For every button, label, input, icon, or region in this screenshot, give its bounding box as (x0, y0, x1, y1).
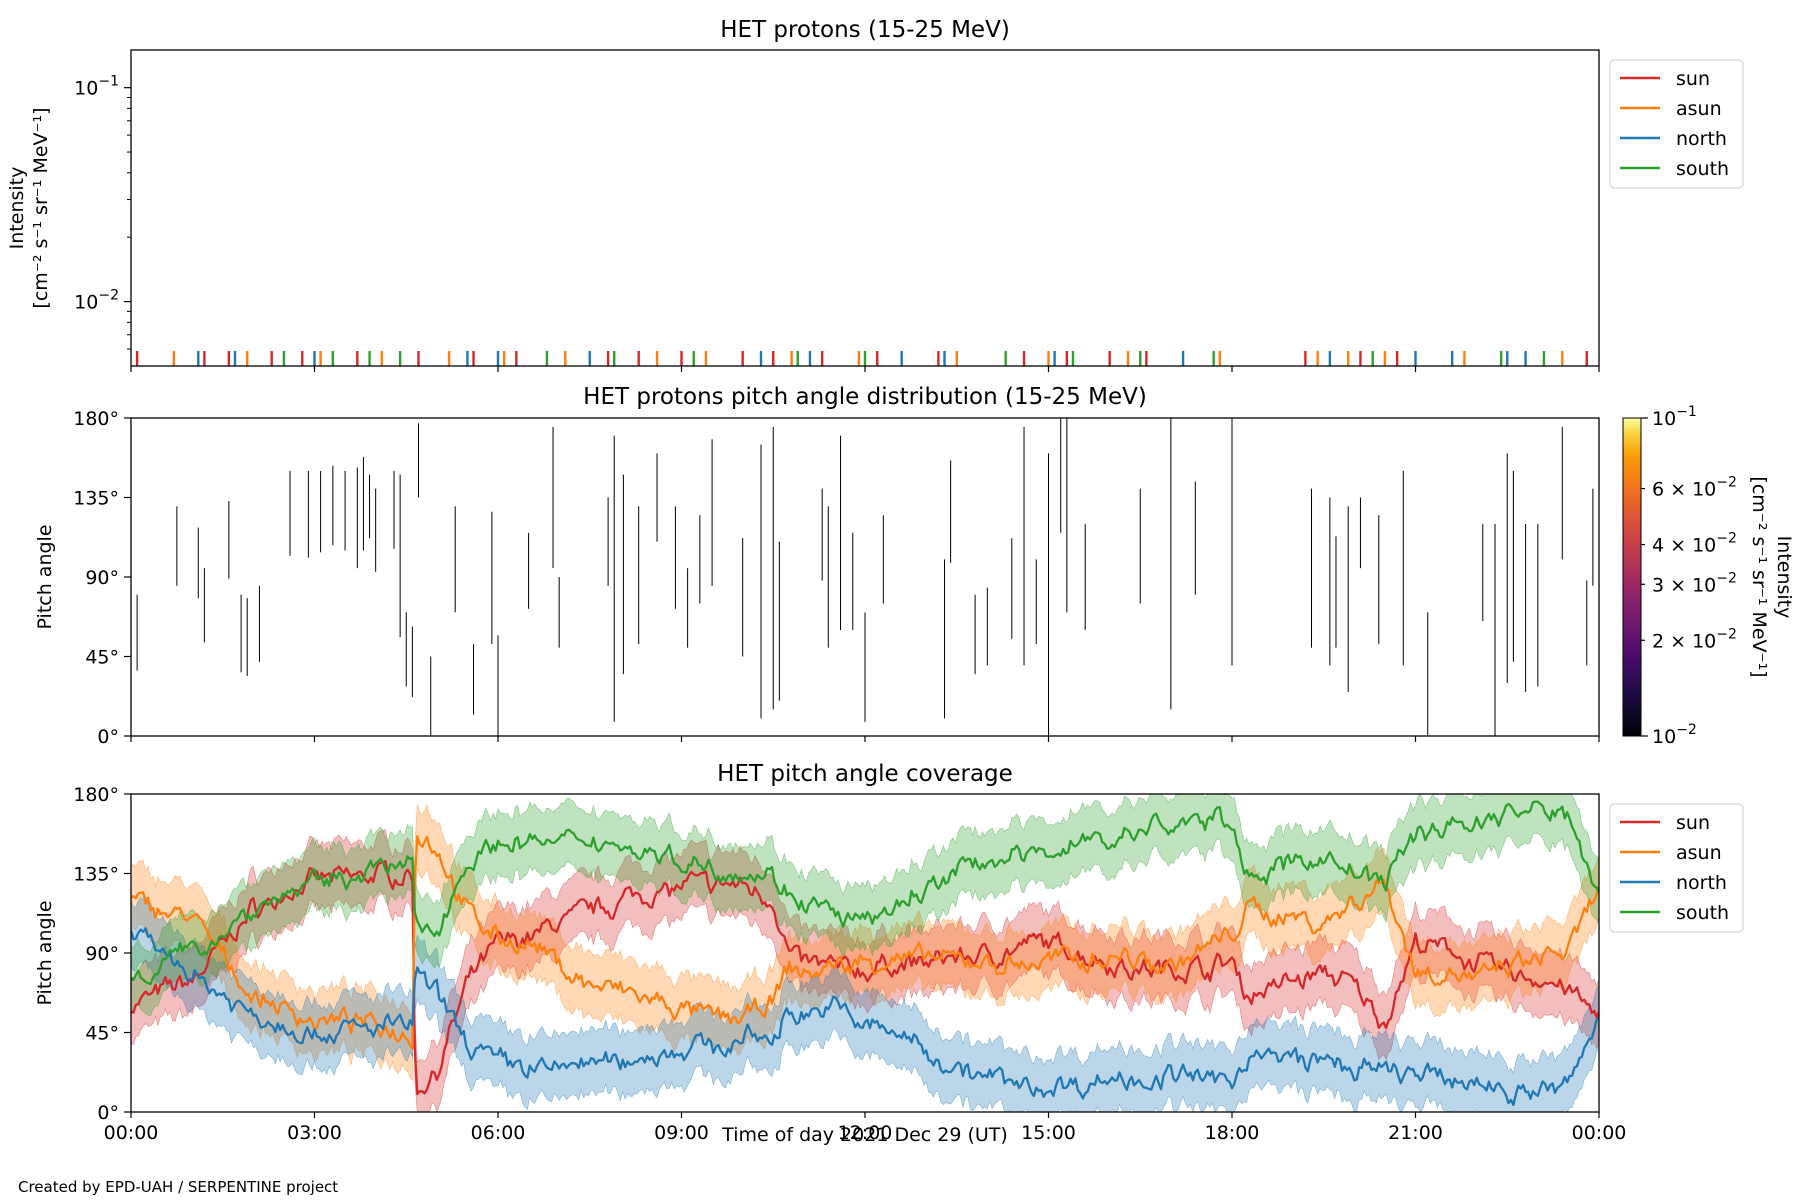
intensity-spikes (135, 351, 1588, 366)
coverage-line-asun (131, 835, 1599, 1050)
panel-intensity-title: HET protons (15-25 MeV) (720, 17, 1010, 43)
panel-pad-title: HET protons pitch angle distribution (15… (583, 384, 1147, 410)
x-axis-label: Time of day 2021 Dec 29 (UT) (721, 1124, 1008, 1146)
legend-label-asun: asun (1676, 98, 1722, 120)
legend-box (1609, 59, 1744, 189)
y-tick-label: 180° (73, 784, 119, 806)
legend-label-sun: sun (1676, 812, 1710, 834)
legend-label-asun: asun (1676, 842, 1722, 864)
y-tick-label: 180° (73, 408, 119, 430)
coverage-line-sun (131, 860, 1599, 1096)
y-tick-label: 10−2 (74, 288, 119, 314)
legend-label-south: south (1676, 902, 1729, 924)
intensity-x-ticks (130, 366, 1600, 372)
x-tick-label: 21:00 (1388, 1122, 1443, 1144)
x-tick-label: 00:00 (104, 1122, 159, 1144)
coverage-band-north (131, 895, 1599, 1112)
colorbar (1622, 417, 1642, 737)
y-tick-label: 135° (73, 488, 119, 510)
coverage-band-sun (131, 828, 1599, 1112)
colorbar-tick-label: 10−2 (1652, 722, 1697, 748)
colorbar-tick-label: 3 × 10−2 (1652, 570, 1737, 596)
coverage-x-ticks: 00:00 03:00 06:00 09:00 12:00 15:00 18:00 21:00… (104, 1112, 1627, 1144)
y-tick-label: 10−1 (74, 74, 119, 100)
colorbar-tick-label: 6 × 10−2 (1652, 475, 1737, 501)
x-tick-label: 09:00 (654, 1122, 709, 1144)
y-tick-label: 90° (85, 567, 119, 589)
x-tick-label: 06:00 (471, 1122, 526, 1144)
coverage-band-asun (131, 804, 1599, 1081)
y-tick-label: 0° (97, 726, 119, 748)
x-tick-label: 00:00 (1572, 1122, 1627, 1144)
colorbar-ticks: 10−1 6 × 10−2 4 × 10−2 3 × 10−2 2 × 10−2 10−2 (1641, 404, 1737, 748)
coverage-line-south (131, 800, 1599, 986)
intensity-y-label: Intensity (6, 167, 28, 250)
intensity-legend: sun asun north south (1609, 59, 1744, 189)
x-tick-label: 18:00 (1205, 1122, 1260, 1144)
coverage-series (131, 794, 1599, 1112)
y-tick-label: 0° (97, 1102, 119, 1124)
legend-label-south: south (1676, 158, 1729, 180)
colorbar-tick-label: 2 × 10−2 (1652, 626, 1737, 652)
coverage-band-south (131, 794, 1599, 1017)
legend-label-sun: sun (1676, 68, 1710, 90)
panel-coverage: HET pitch angle coverage 0° 45° 90° 135° 180… (34, 761, 1744, 1146)
panel-pad: HET protons pitch angle distribution (15… (34, 384, 1795, 748)
coverage-line-north (131, 927, 1599, 1107)
x-tick-label: 15:00 (1021, 1122, 1076, 1144)
credit-text: Created by EPD-UAH / SERPENTINE project (18, 1178, 338, 1196)
pad-y-label: Pitch angle (34, 524, 56, 629)
y-tick-label: 45° (85, 1023, 119, 1045)
coverage-legend: sun asun north south (1609, 803, 1744, 933)
colorbar-tick-label: 10−1 (1652, 404, 1697, 430)
x-tick-label: 03:00 (287, 1122, 342, 1144)
x-tick-label: 12:00 (838, 1122, 893, 1144)
pad-x-ticks (130, 736, 1600, 742)
coverage-y-label: Pitch angle (34, 900, 56, 1005)
y-tick-label: 135° (73, 864, 119, 886)
intensity-y-units: [cm⁻² s⁻¹ sr⁻¹ MeV⁻¹] (30, 107, 52, 308)
panel-intensity: HET protons (15-25 MeV) 10−1 10−2 Intensi… (6, 17, 1744, 372)
intensity-y-ticks: 10−1 10−2 (74, 74, 131, 350)
panel-coverage-title: HET pitch angle coverage (717, 761, 1013, 787)
pad-y-ticks: 0° 45° 90° 135° 180° (73, 408, 131, 748)
y-tick-label: 45° (85, 647, 119, 669)
legend-label-north: north (1676, 128, 1727, 150)
colorbar-units: [cm⁻² s⁻¹ sr⁻¹ MeV⁻¹] (1748, 476, 1770, 677)
legend-box (1609, 803, 1744, 933)
colorbar-label: Intensity (1773, 536, 1795, 619)
legend-label-north: north (1676, 872, 1727, 894)
coverage-y-ticks: 0° 45° 90° 135° 180° (73, 784, 131, 1124)
y-tick-label: 90° (85, 943, 119, 965)
pad-segments (136, 418, 1594, 736)
colorbar-tick-label: 4 × 10−2 (1652, 531, 1737, 557)
